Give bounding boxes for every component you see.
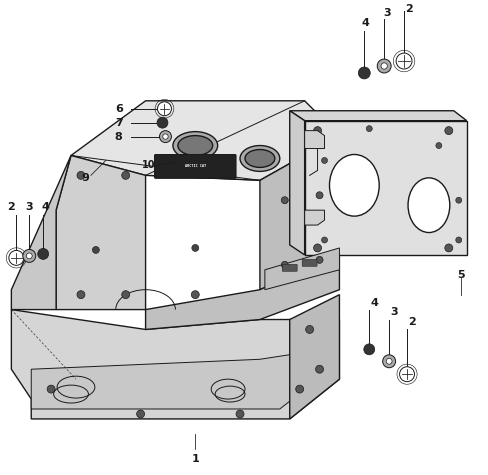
Polygon shape xyxy=(145,255,340,330)
FancyBboxPatch shape xyxy=(302,259,317,266)
Circle shape xyxy=(456,237,462,243)
Circle shape xyxy=(366,126,372,132)
Circle shape xyxy=(158,102,171,116)
Circle shape xyxy=(77,291,85,299)
Circle shape xyxy=(163,134,168,139)
Circle shape xyxy=(47,385,55,393)
Circle shape xyxy=(305,325,314,333)
Circle shape xyxy=(23,249,36,262)
Polygon shape xyxy=(290,294,340,419)
FancyBboxPatch shape xyxy=(282,265,297,271)
Circle shape xyxy=(281,261,288,268)
Text: 4: 4 xyxy=(370,298,378,308)
Circle shape xyxy=(191,291,199,299)
Circle shape xyxy=(383,355,396,368)
Text: 3: 3 xyxy=(384,9,391,19)
Ellipse shape xyxy=(178,135,213,155)
Text: 1: 1 xyxy=(191,454,199,464)
Circle shape xyxy=(122,291,130,299)
Circle shape xyxy=(436,142,442,149)
Text: 4: 4 xyxy=(361,18,369,28)
Text: 4: 4 xyxy=(41,202,49,212)
Circle shape xyxy=(157,117,168,128)
Polygon shape xyxy=(260,135,340,290)
Polygon shape xyxy=(56,155,145,310)
Text: 3: 3 xyxy=(25,202,33,212)
Circle shape xyxy=(386,358,392,364)
Circle shape xyxy=(396,53,412,69)
Polygon shape xyxy=(305,121,467,255)
Text: ARCTIC CAT: ARCTIC CAT xyxy=(184,164,206,169)
Circle shape xyxy=(445,127,453,134)
Circle shape xyxy=(377,59,391,73)
Circle shape xyxy=(322,158,327,163)
Circle shape xyxy=(316,365,324,373)
Polygon shape xyxy=(31,349,325,409)
Ellipse shape xyxy=(408,178,450,233)
Circle shape xyxy=(314,244,322,252)
Ellipse shape xyxy=(173,132,218,160)
Ellipse shape xyxy=(240,145,280,171)
Text: 2: 2 xyxy=(7,202,15,212)
Polygon shape xyxy=(305,210,325,225)
Ellipse shape xyxy=(329,154,379,216)
Polygon shape xyxy=(11,155,71,310)
Circle shape xyxy=(314,127,322,134)
Circle shape xyxy=(281,197,288,204)
Circle shape xyxy=(137,410,144,418)
Circle shape xyxy=(400,367,414,381)
Circle shape xyxy=(160,131,171,142)
Text: 10: 10 xyxy=(142,161,155,171)
Ellipse shape xyxy=(245,150,275,167)
Text: 7: 7 xyxy=(115,118,122,128)
Text: 8: 8 xyxy=(115,132,122,142)
Text: 2: 2 xyxy=(408,316,416,326)
Polygon shape xyxy=(290,111,305,255)
Circle shape xyxy=(316,256,323,263)
Circle shape xyxy=(358,67,370,79)
Polygon shape xyxy=(265,248,340,290)
Polygon shape xyxy=(11,310,340,419)
Text: 9: 9 xyxy=(81,173,89,183)
Circle shape xyxy=(26,253,32,259)
Circle shape xyxy=(77,171,85,180)
Circle shape xyxy=(296,385,304,393)
Circle shape xyxy=(122,171,130,180)
Circle shape xyxy=(192,245,199,251)
Text: 6: 6 xyxy=(115,104,122,114)
Circle shape xyxy=(236,410,244,418)
Text: 5: 5 xyxy=(457,270,465,280)
Polygon shape xyxy=(305,131,325,149)
FancyBboxPatch shape xyxy=(155,154,236,178)
Polygon shape xyxy=(71,101,340,180)
Circle shape xyxy=(364,344,375,355)
Text: 2: 2 xyxy=(405,4,413,14)
Circle shape xyxy=(92,247,100,253)
Circle shape xyxy=(316,192,323,199)
Polygon shape xyxy=(290,111,467,121)
Circle shape xyxy=(38,248,49,259)
Circle shape xyxy=(445,244,453,252)
Text: 3: 3 xyxy=(390,306,398,316)
Circle shape xyxy=(456,197,462,203)
Circle shape xyxy=(9,250,24,266)
Circle shape xyxy=(322,237,327,243)
Circle shape xyxy=(381,63,387,69)
